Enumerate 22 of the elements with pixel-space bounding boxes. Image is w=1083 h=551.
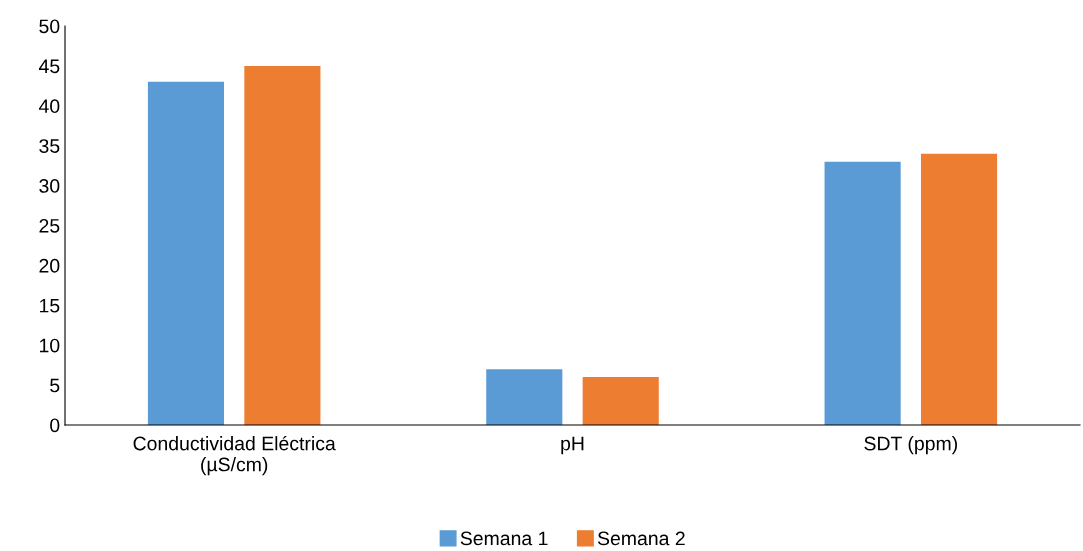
y-tick-label: 50 bbox=[39, 19, 60, 34]
bar bbox=[920, 153, 998, 425]
y-tick-label: 10 bbox=[40, 338, 60, 353]
bar bbox=[244, 65, 321, 425]
y-tick-label: 25 bbox=[39, 218, 60, 233]
x-tick-label: Conductividad Eléctrica (µS/cm) bbox=[133, 435, 336, 476]
y-tick-label: 40 bbox=[38, 99, 60, 114]
y-tick-label: 35 bbox=[39, 139, 60, 153]
y-tick-label: 30 bbox=[39, 179, 60, 193]
legend-label: Semana 1 bbox=[460, 531, 548, 546]
y-tick-label: 5 bbox=[50, 378, 60, 393]
bar bbox=[147, 81, 225, 425]
legend-label: Semana 2 bbox=[597, 531, 685, 546]
x-tick-label: pH bbox=[561, 436, 584, 455]
y-tick-label: 0 bbox=[50, 418, 60, 433]
bar bbox=[582, 377, 659, 425]
y-tick-label: 15 bbox=[40, 298, 60, 313]
y-tick-label: 20 bbox=[39, 258, 60, 273]
x-tick-label: SDT (ppm) bbox=[864, 436, 957, 455]
y-tick-label: 45 bbox=[38, 59, 60, 74]
bar bbox=[824, 161, 901, 425]
bar bbox=[486, 369, 563, 425]
